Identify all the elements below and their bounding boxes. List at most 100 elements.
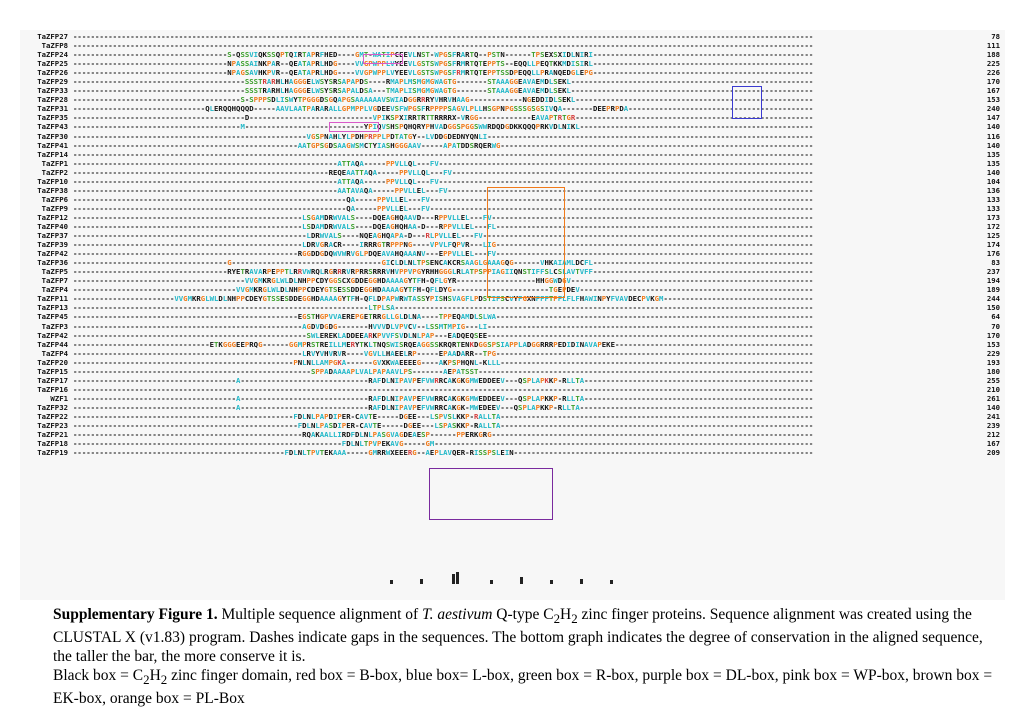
sequence-residues: ----------------------------------------… <box>73 132 984 141</box>
alignment-row: TaZFP41 ---------------------------------… <box>22 141 1006 150</box>
alignment-row: TaZFP42 ---------------------------------… <box>22 331 1006 340</box>
sequence-name: TaZFP29 <box>22 77 68 86</box>
sequence-name: TaZFP31 <box>22 104 68 113</box>
sequence-name: WZF1 <box>22 394 68 403</box>
alignment-row: TaZFP7 ----------------------------------… <box>22 276 1006 285</box>
sequence-length: 189 <box>974 285 1000 294</box>
sequence-name: TaZFP40 <box>22 222 68 231</box>
sequence-residues: -----------------------------------S-QSS… <box>73 50 984 59</box>
alignment-row: TaZFP9 ----------------------------------… <box>22 204 1006 213</box>
sequence-name: TaZFP42 <box>22 331 68 340</box>
sequence-length: 167 <box>974 86 1000 95</box>
sequence-length: 150 <box>974 303 1000 312</box>
sequence-residues: ---------------------------------------S… <box>73 77 984 86</box>
legend-text-1: Black box = C <box>53 667 143 684</box>
sequence-residues: ----------------------------------------… <box>73 141 984 150</box>
alignment-row: TaZFP26 ---------------------------------… <box>22 68 1006 77</box>
sequence-length: 225 <box>974 59 1000 68</box>
caption-legend: Black box = C2H2 zinc finger domain, red… <box>53 666 1003 708</box>
sequence-length: 78 <box>974 32 1000 41</box>
sequence-length: 194 <box>974 276 1000 285</box>
figure-caption: Supplementary Figure 1. Multiple sequenc… <box>53 605 1003 708</box>
sequence-length: 116 <box>974 132 1000 141</box>
conservation-graph <box>380 568 640 584</box>
alignment-row: TaZFP18 ---------------------------------… <box>22 439 1006 448</box>
sequence-name: TaZFP17 <box>22 376 68 385</box>
sequence-residues: ----------------------------------------… <box>73 222 984 231</box>
sequence-length: 133 <box>974 204 1000 213</box>
alignment-row: TaZFP27 ---------------------------------… <box>22 32 1006 41</box>
sequence-name: TaZFP44 <box>22 340 68 349</box>
sequence-length: 212 <box>974 430 1000 439</box>
sequence-length: 193 <box>974 358 1000 367</box>
sequence-residues: -----------------------VVGMKRGLWLDLNHPPC… <box>73 294 984 303</box>
sequence-length: 135 <box>974 150 1000 159</box>
sequence-name: TaZFP18 <box>22 439 68 448</box>
sequence-name: TaZFP24 <box>22 50 68 59</box>
sequence-name: TaZFP19 <box>22 448 68 457</box>
legend-text-3: zinc finger domain, red box = B-box, blu… <box>53 667 992 707</box>
sequence-residues: ----------------------------------------… <box>73 213 984 222</box>
sequence-length: 133 <box>974 195 1000 204</box>
alignment-row: TaZFP38 ---------------------------------… <box>22 186 1006 195</box>
sequence-length: 239 <box>974 421 1000 430</box>
sequence-length: 83 <box>974 258 1000 267</box>
sequence-residues: ----------------------------------------… <box>73 195 984 204</box>
sequence-name: TaZFP1 <box>22 159 68 168</box>
sequence-name: TaZFP42 <box>22 249 68 258</box>
sequence-name: TaZFP43 <box>22 122 68 131</box>
sequence-name: TaZFP28 <box>22 95 68 104</box>
sequence-length: 241 <box>974 412 1000 421</box>
sequence-length: 210 <box>974 385 1000 394</box>
sequence-residues: ----------------------------------------… <box>73 439 984 448</box>
sequence-name: TaZFP41 <box>22 141 68 150</box>
sequence-residues: -------------------------------ETKGGGEEP… <box>73 340 984 349</box>
sequence-name: TaZFP32 <box>22 403 68 412</box>
sequence-length: 188 <box>974 50 1000 59</box>
sequence-residues: ----------------------------------------… <box>73 312 984 321</box>
alignment-row: TaZFP14 ---------------------------------… <box>22 150 1006 159</box>
alignment-row: TaZFP30 ---------------------------------… <box>22 132 1006 141</box>
alignment-row: TaZFP8 ----------------------------------… <box>22 41 1006 50</box>
sequence-length: 244 <box>974 294 1000 303</box>
sequence-length: 209 <box>974 448 1000 457</box>
alignment-row: TaZFP33 ---------------------------------… <box>22 86 1006 95</box>
sequence-name: TaZFP14 <box>22 150 68 159</box>
alignment-row: TaZFP45 ---------------------------------… <box>22 312 1006 321</box>
alignment-row: TaZFP28 ---------------------------------… <box>22 95 1006 104</box>
sequence-length: 173 <box>974 213 1000 222</box>
sequence-residues: ----------------------------------------… <box>73 168 984 177</box>
legend-text-2: H <box>150 667 161 684</box>
sequence-residues: ---------------------------------------S… <box>73 86 984 95</box>
sequence-residues: ----------------------------------------… <box>73 385 984 394</box>
sequence-name: TaZFP26 <box>22 68 68 77</box>
sequence-residues: ----------------------------------------… <box>73 150 984 159</box>
sequence-length: 111 <box>974 41 1000 50</box>
alignment-row: TaZFP29 ---------------------------------… <box>22 77 1006 86</box>
alignment-row: TaZFP15 ---------------------------------… <box>22 367 1006 376</box>
sequence-name: TaZFP8 <box>22 41 68 50</box>
sequence-length: 261 <box>974 394 1000 403</box>
alignment-row: TaZFP4 ----------------------------------… <box>22 349 1006 358</box>
sequence-name: TaZFP6 <box>22 195 68 204</box>
sequence-name: TaZFP4 <box>22 349 68 358</box>
alignment-row: TaZFP11 -----------------------VVGMKRGLWL… <box>22 294 1006 303</box>
alignment-row: TaZFP44 -------------------------------ET… <box>22 340 1006 349</box>
sequence-residues: ----------------------------------------… <box>73 421 984 430</box>
sequence-residues: ---------------------------------------V… <box>73 276 984 285</box>
sequence-residues: ----------------------------------------… <box>73 231 984 240</box>
caption-paragraph: Supplementary Figure 1. Multiple sequenc… <box>53 605 1003 666</box>
sequence-name: TaZFP23 <box>22 421 68 430</box>
alignment-row: TaZFP21 ---------------------------------… <box>22 430 1006 439</box>
alignment-row: TaZFP24 ---------------------------------… <box>22 50 1006 59</box>
alignment-row: WZF1 ------------------------------------… <box>22 394 1006 403</box>
sequence-length: 140 <box>974 141 1000 150</box>
sequence-name: TaZFP36 <box>22 258 68 267</box>
sequence-name: TaZFP37 <box>22 231 68 240</box>
alignment-row: TaZFP36 ---------------------------------… <box>22 258 1006 267</box>
sequence-name: TaZFP16 <box>22 385 68 394</box>
sequence-length: 153 <box>974 340 1000 349</box>
sequence-residues: -----------------------------------NPAGS… <box>73 68 984 77</box>
alignment-row: TaZFP6 ----------------------------------… <box>22 195 1006 204</box>
alignment-row: TaZFP12 ---------------------------------… <box>22 213 1006 222</box>
